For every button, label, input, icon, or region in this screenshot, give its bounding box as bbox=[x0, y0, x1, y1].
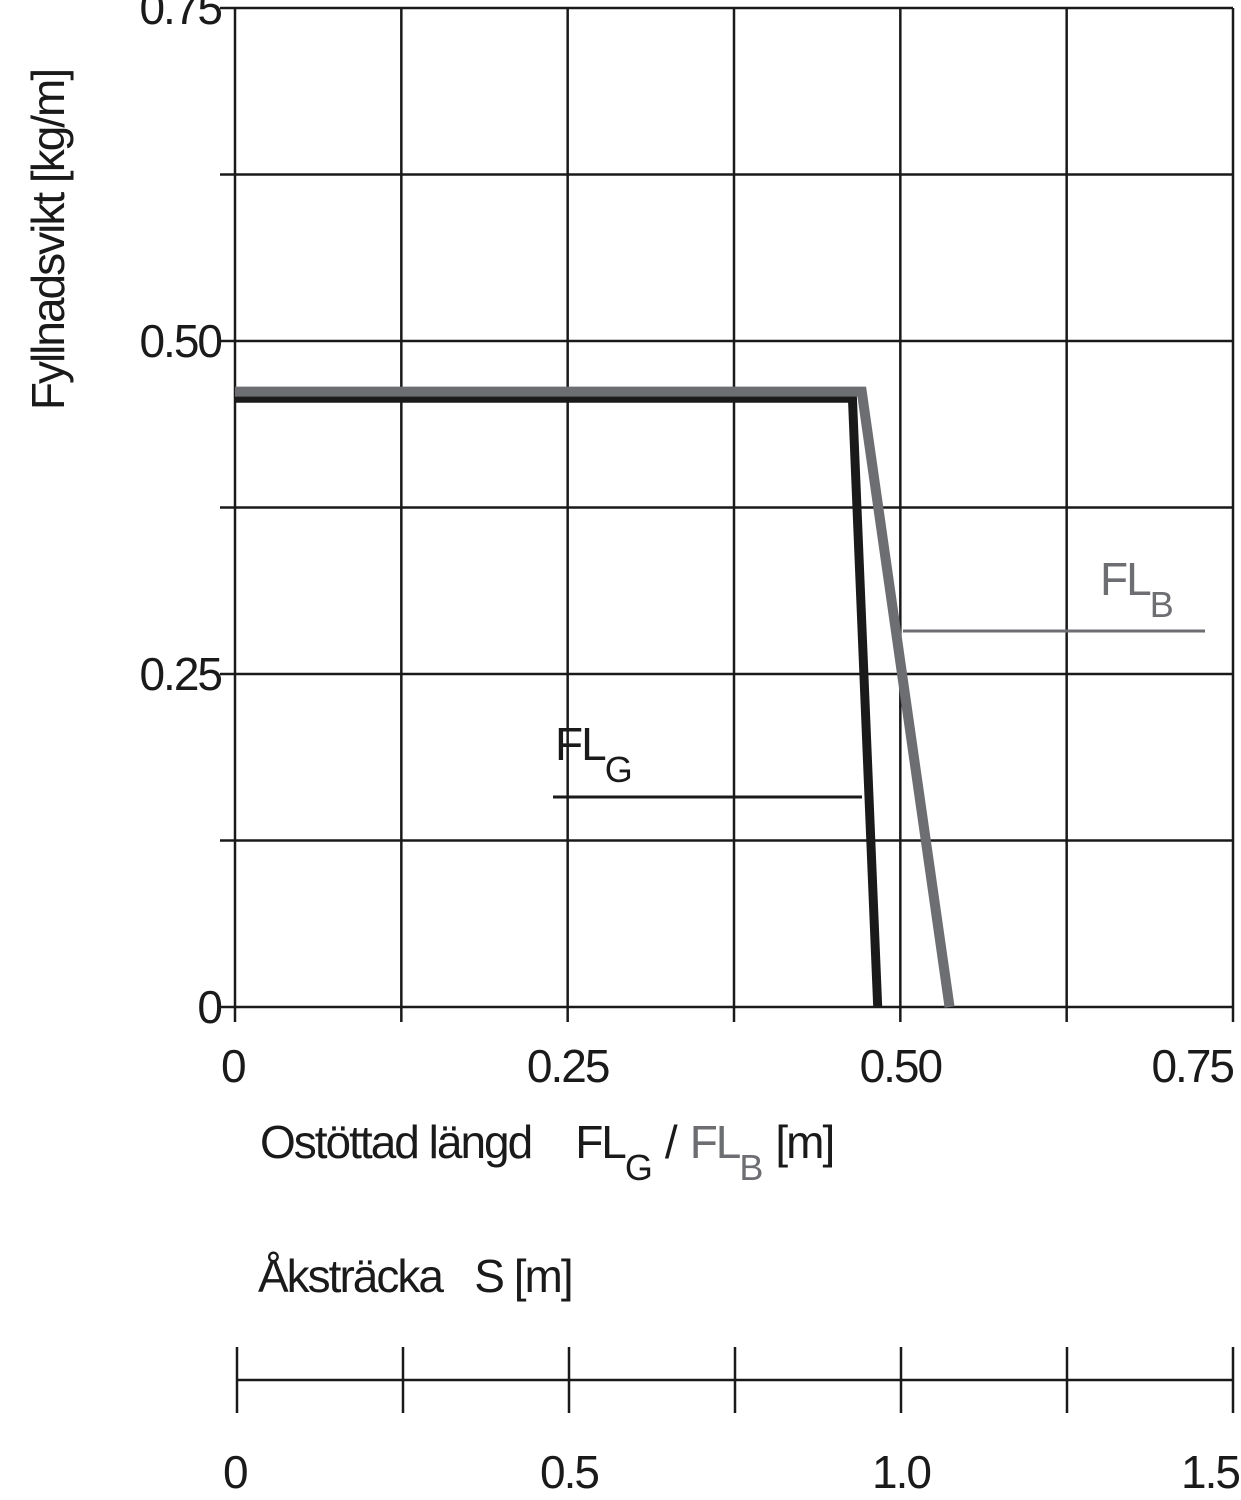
secondary-axis-label: Åksträcka S [m] bbox=[258, 1250, 572, 1302]
x-axis-series-subscript: G bbox=[625, 1147, 651, 1188]
x-tick-label: 0.25 bbox=[527, 1040, 609, 1092]
series-name: FL bbox=[555, 718, 606, 770]
secondary-tick-label: 1.5 bbox=[1181, 1446, 1239, 1498]
series-subscript: B bbox=[1150, 584, 1173, 625]
series-label: FLB bbox=[1100, 553, 1173, 625]
y-tick-label: 0 bbox=[197, 981, 221, 1033]
series-line bbox=[235, 393, 883, 1008]
x-tick-label: 0.50 bbox=[860, 1040, 942, 1092]
x-axis-unit: [m] bbox=[775, 1116, 833, 1168]
x-axis-separator: / bbox=[665, 1116, 678, 1168]
series-subscript: G bbox=[605, 749, 631, 790]
y-tick-label: 0.25 bbox=[139, 648, 221, 700]
x-axis-label-text: Ostöttad längd bbox=[260, 1116, 531, 1168]
x-axis-series-subscript: B bbox=[739, 1147, 762, 1188]
y-tick-label: 0.50 bbox=[139, 315, 221, 367]
series-label: FLG bbox=[555, 718, 631, 790]
secondary-tick-label: 0 bbox=[223, 1446, 247, 1498]
secondary-tick-label: 0.5 bbox=[540, 1446, 598, 1498]
x-axis-series-name: FL bbox=[575, 1116, 626, 1168]
series-name: FL bbox=[1100, 553, 1151, 605]
y-axis-label: Fyllnadsvikt [kg/m] bbox=[22, 70, 74, 410]
x-axis-series-name: FL bbox=[690, 1116, 741, 1168]
x-tick-label: 0 bbox=[221, 1040, 245, 1092]
x-axis-label: Ostöttad längd FLG / FLB [m] bbox=[260, 1116, 833, 1188]
x-tick-label: 0.75 bbox=[1151, 1040, 1233, 1092]
y-tick-label: 0.75 bbox=[139, 0, 221, 34]
secondary-tick-label: 1.0 bbox=[872, 1446, 930, 1498]
series-line bbox=[235, 386, 955, 1008]
